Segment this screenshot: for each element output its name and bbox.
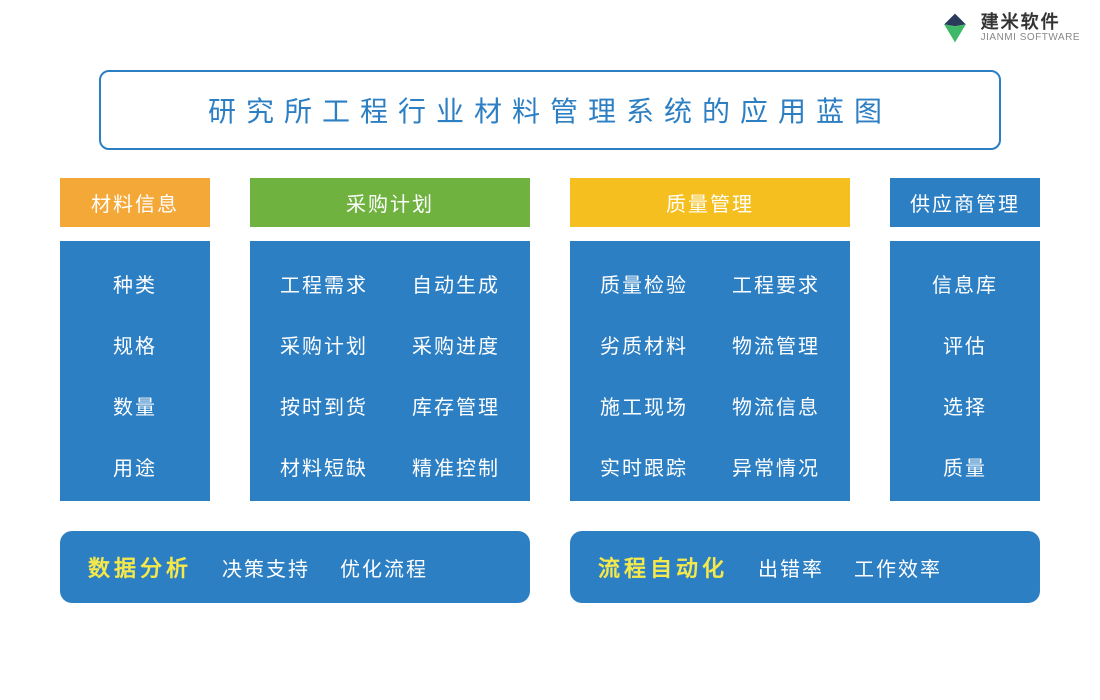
column-item: 劣质材料 [584,330,704,359]
column-header: 质量管理 [570,178,850,227]
title-box: 研究所工程行业材料管理系统的应用蓝图 [99,70,1001,150]
column-header: 采购计划 [250,178,530,227]
column-item: 材料短缺 [264,452,384,481]
column-2: 质量管理质量检验工程要求劣质材料物流管理施工现场物流信息实时跟踪异常情况 [570,178,850,501]
column-item: 用途 [113,452,157,481]
column-3: 供应商管理信息库评估选择质量 [890,178,1040,501]
column-item: 采购计划 [264,330,384,359]
column-item: 按时到货 [264,391,384,420]
column-header: 供应商管理 [890,178,1040,227]
bottom-item: 工作效率 [854,553,942,582]
column-item: 质量检验 [584,269,704,298]
column-item: 质量 [943,452,987,481]
column-item: 选择 [943,391,987,420]
logo-text: 建米软件 JIANMI SOFTWARE [981,13,1080,44]
bottom-item: 决策支持 [222,553,310,582]
column-body: 信息库评估选择质量 [890,241,1040,501]
columns-row: 材料信息种类规格数量用途采购计划工程需求自动生成采购计划采购进度按时到货库存管理… [60,178,1040,501]
column-body: 种类规格数量用途 [60,241,210,501]
column-item: 自动生成 [396,269,516,298]
column-item: 采购进度 [396,330,516,359]
column-item: 评估 [943,330,987,359]
column-item: 规格 [113,330,157,359]
bottom-box-1: 流程自动化 出错率 工作效率 [570,531,1040,603]
bottom-item: 优化流程 [340,553,428,582]
column-item: 异常情况 [716,452,836,481]
logo-icon [937,10,973,46]
column-item: 数量 [113,391,157,420]
column-item: 种类 [113,269,157,298]
logo-cn: 建米软件 [981,13,1080,33]
column-item: 工程需求 [264,269,384,298]
column-item: 信息库 [932,269,998,298]
column-item: 工程要求 [716,269,836,298]
column-body: 质量检验工程要求劣质材料物流管理施工现场物流信息实时跟踪异常情况 [570,241,850,501]
bottom-title: 流程自动化 [598,551,728,583]
column-item: 物流信息 [716,391,836,420]
column-0: 材料信息种类规格数量用途 [60,178,210,501]
column-item: 物流管理 [716,330,836,359]
column-1: 采购计划工程需求自动生成采购计划采购进度按时到货库存管理材料短缺精准控制 [250,178,530,501]
column-item: 实时跟踪 [584,452,704,481]
bottom-box-0: 数据分析 决策支持 优化流程 [60,531,530,603]
diagram-container: 研究所工程行业材料管理系统的应用蓝图 材料信息种类规格数量用途采购计划工程需求自… [0,0,1100,643]
logo-area: 建米软件 JIANMI SOFTWARE [937,10,1080,46]
bottom-title: 数据分析 [88,551,192,583]
column-item: 精准控制 [396,452,516,481]
title-text: 研究所工程行业材料管理系统的应用蓝图 [141,90,959,130]
column-body: 工程需求自动生成采购计划采购进度按时到货库存管理材料短缺精准控制 [250,241,530,501]
logo-en: JIANMI SOFTWARE [981,32,1080,43]
bottom-item: 出错率 [758,553,824,582]
column-item: 施工现场 [584,391,704,420]
bottom-row: 数据分析 决策支持 优化流程 流程自动化 出错率 工作效率 [60,531,1040,603]
column-item: 库存管理 [396,391,516,420]
column-header: 材料信息 [60,178,210,227]
